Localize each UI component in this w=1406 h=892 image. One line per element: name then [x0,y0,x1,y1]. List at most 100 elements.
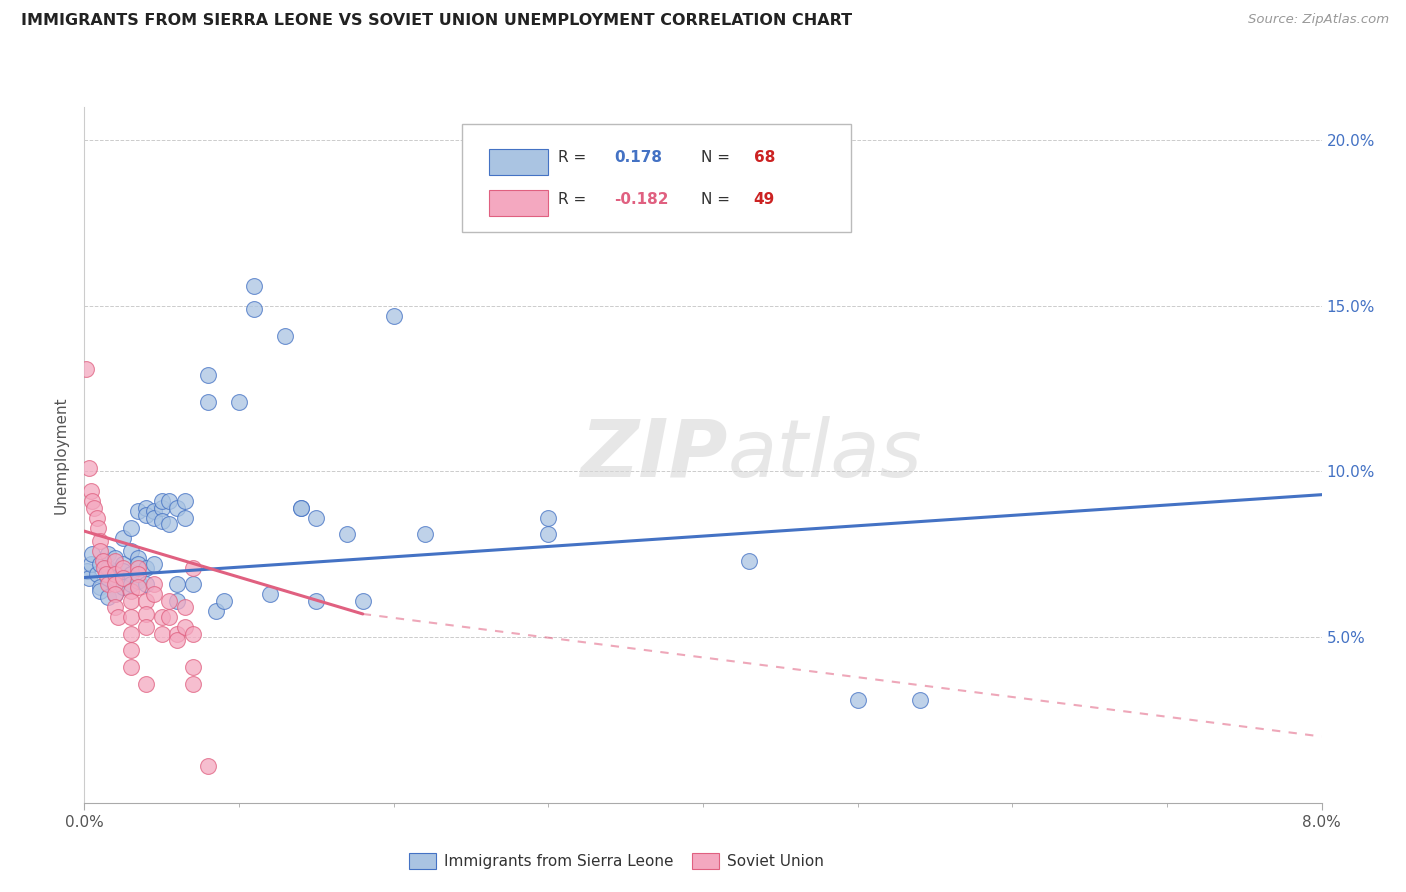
Point [83,500,105,515]
Point [159,517,180,532]
Point [305,511,328,525]
Point [135,593,157,607]
Point [181,627,204,641]
Point [143,587,166,601]
Point [104,567,127,582]
Point [143,558,166,572]
Point [82,494,104,508]
Point [135,508,157,522]
Point [96,591,120,605]
Point [259,587,281,601]
Point [150,610,173,624]
Point [120,610,142,624]
Point [336,527,359,541]
Point [150,494,173,508]
Point [135,607,157,621]
Point [87,521,110,535]
Point [86,511,108,525]
Point [166,500,188,515]
Point [112,570,135,584]
Point [352,593,374,607]
Point [79,484,101,499]
Point [135,620,157,634]
Point [112,560,135,574]
Point [181,676,204,690]
Point [290,500,312,515]
Text: ZIP: ZIP [581,416,728,494]
Point [305,593,328,607]
Point [174,494,197,508]
Text: R =: R = [558,192,592,207]
Point [104,600,127,615]
Text: 49: 49 [754,192,775,207]
Point [908,693,931,707]
Point [846,693,869,707]
Bar [489,190,548,217]
Point [128,558,150,572]
Point [197,368,219,383]
Point [135,500,157,515]
Point [112,581,135,595]
Point [104,564,127,578]
Point [89,534,111,549]
Point [104,554,127,568]
Point [174,620,197,634]
Point [82,547,104,561]
Point [128,574,150,588]
Point [112,564,135,578]
Point [96,560,120,574]
Point [166,593,188,607]
Text: R =: R = [558,150,592,165]
Point [120,627,142,641]
Point [128,550,150,565]
Legend: Immigrants from Sierra Leone, Soviet Union: Immigrants from Sierra Leone, Soviet Uni… [402,847,830,875]
Point [143,511,166,525]
Point [120,660,142,674]
Point [96,547,120,561]
Point [91,554,114,568]
Point [174,600,197,615]
Point [120,567,142,582]
Point [738,554,761,568]
Text: N =: N = [700,192,730,207]
Text: Source: ZipAtlas.com: Source: ZipAtlas.com [1249,13,1389,27]
Point [143,577,166,591]
Y-axis label: Unemployment: Unemployment [53,396,69,514]
Point [143,504,166,518]
Point [197,395,219,409]
Point [150,500,173,515]
Text: 0.178: 0.178 [614,150,662,165]
Point [79,558,101,572]
Text: N =: N = [700,150,730,165]
Point [228,395,250,409]
Point [135,560,157,574]
Point [93,560,115,574]
Bar [489,149,548,175]
Point [120,583,142,598]
Point [77,461,100,475]
Point [243,279,266,293]
Point [150,514,173,528]
Point [104,587,127,601]
Point [120,643,142,657]
Point [212,593,235,607]
Point [120,544,142,558]
Point [181,660,204,674]
Point [112,558,135,572]
Point [89,581,111,595]
Point [104,587,127,601]
Point [166,577,188,591]
Point [243,302,266,317]
Point [181,560,204,574]
Point [537,511,560,525]
Point [94,567,117,582]
Point [104,570,127,584]
Point [76,564,98,578]
Point [89,558,111,572]
Point [274,328,297,343]
FancyBboxPatch shape [461,124,852,232]
Point [128,560,150,574]
Point [135,577,157,591]
Text: 68: 68 [754,150,775,165]
Point [112,531,135,545]
